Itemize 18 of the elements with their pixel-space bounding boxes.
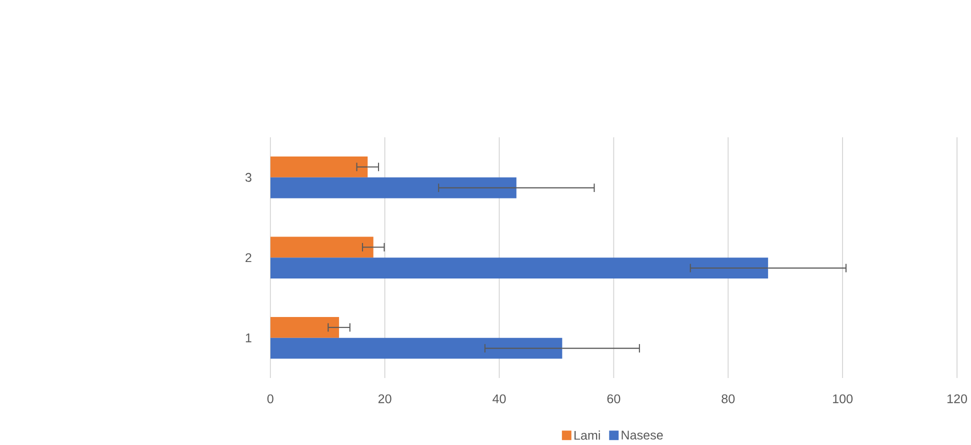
y-tick-label: 1 xyxy=(246,333,252,342)
y-tick-label: 3 xyxy=(245,172,252,182)
bar xyxy=(270,156,368,178)
x-tick-label: 20 xyxy=(378,394,392,404)
legend-label: Lami xyxy=(574,430,600,440)
legend-label: Nasese xyxy=(622,430,663,440)
x-tick-label: 60 xyxy=(607,394,620,404)
x-tick-label: 0 xyxy=(267,394,274,404)
x-tick-label: 40 xyxy=(492,394,506,404)
bar xyxy=(270,236,374,258)
bar xyxy=(270,338,562,359)
bar xyxy=(270,257,768,278)
bar xyxy=(270,177,516,198)
bar xyxy=(270,316,340,338)
x-tick-label: 120 xyxy=(947,394,968,404)
x-tick-label: 100 xyxy=(833,394,853,404)
y-tick-label: 2 xyxy=(246,253,252,262)
x-tick-label: 80 xyxy=(722,394,735,404)
